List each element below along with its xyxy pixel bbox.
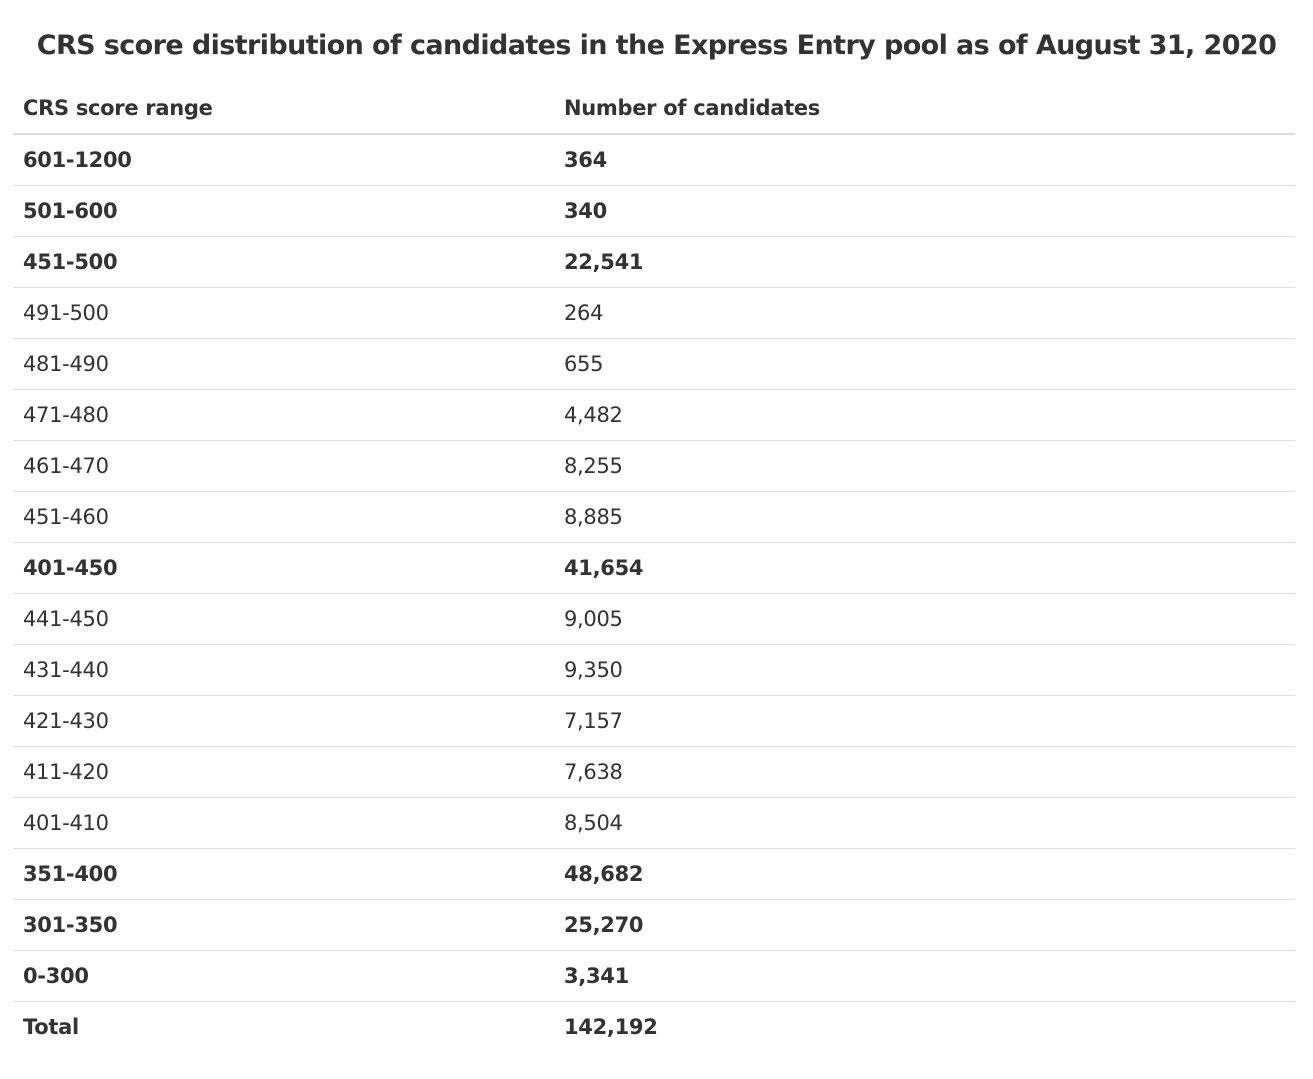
candidate-count-cell: 41,654 <box>554 541 1295 593</box>
table-row: 441-450 9,005 <box>13 592 1295 644</box>
table-row: 411-420 7,638 <box>13 745 1295 797</box>
score-range-cell: 351-400 <box>13 847 554 899</box>
score-range-cell: 401-410 <box>13 796 554 848</box>
table-row: 601-1200 364 <box>13 134 1295 185</box>
score-range-cell: 601-1200 <box>23 147 132 172</box>
table-row: 401-410 8,504 <box>13 796 1295 848</box>
candidate-count-cell: 264 <box>554 286 1295 338</box>
score-range-cell: 471-480 <box>13 388 554 440</box>
candidate-count-cell: 340 <box>554 184 1295 236</box>
table-row: 351-400 48,682 <box>13 847 1295 899</box>
table-row: 481-490 655 <box>13 337 1295 389</box>
header-number-of-candidates: Number of candidates <box>554 82 1295 135</box>
candidate-count-cell: 4,482 <box>554 388 1295 440</box>
candidate-count-cell: 9,005 <box>554 592 1295 644</box>
candidate-count-cell: 655 <box>554 337 1295 389</box>
score-range-cell: 0-300 <box>13 949 554 1001</box>
candidate-count-cell: 7,638 <box>554 745 1295 797</box>
table-row: 301-350 25,270 <box>13 898 1295 950</box>
candidate-count-cell: 8,255 <box>554 439 1295 491</box>
score-range-cell: 451-500 <box>13 235 554 287</box>
score-range-cell: 501-600 <box>13 184 554 236</box>
table-row: 431-440 9,350 <box>13 643 1295 695</box>
table-body: 601-1200 364 501-600 340 451-500 22,541 491… <box>13 134 1295 1052</box>
candidate-count-cell: 7,157 <box>554 694 1295 746</box>
score-range-cell: 431-440 <box>13 643 554 695</box>
candidate-count-cell: 3,341 <box>554 949 1295 1001</box>
table-row: 491-500 264 <box>13 286 1295 338</box>
candidate-count-cell: 25,270 <box>554 898 1295 950</box>
table-row: 451-500 22,541 <box>13 235 1295 287</box>
score-range-cell: 411-420 <box>13 745 554 797</box>
header-crs-score-range: CRS score range <box>13 82 554 135</box>
candidate-count-cell: 22,541 <box>554 235 1295 287</box>
score-range-cell: 421-430 <box>13 694 554 746</box>
candidate-count-cell: 8,885 <box>554 490 1295 542</box>
crs-distribution-table: CRS score range Number of candidates 601… <box>13 82 1295 1052</box>
total-count-cell: 142,192 <box>554 1000 1295 1052</box>
score-range-cell: 301-350 <box>13 898 554 950</box>
candidate-count-cell: 48,682 <box>554 847 1295 899</box>
score-range-cell: 401-450 <box>13 541 554 593</box>
score-range-cell: 481-490 <box>13 337 554 389</box>
table-row: 501-600 340 <box>13 184 1295 236</box>
table-row: 421-430 7,157 <box>13 694 1295 746</box>
total-label-cell: Total <box>13 1000 554 1052</box>
candidate-count-cell: 9,350 <box>554 643 1295 695</box>
total-row: Total 142,192 <box>13 1000 1295 1052</box>
score-range-cell: 491-500 <box>13 286 554 338</box>
score-range-cell: 451-460 <box>13 490 554 542</box>
table-row: 401-450 41,654 <box>13 541 1295 593</box>
score-range-cell: 441-450 <box>13 592 554 644</box>
score-range-cell: 461-470 <box>13 439 554 491</box>
candidate-count-cell: 364 <box>564 147 607 172</box>
table-row: 451-460 8,885 <box>13 490 1295 542</box>
table-row: 461-470 8,255 <box>13 439 1295 491</box>
table-header-row: CRS score range Number of candidates <box>13 82 1295 135</box>
table-row: 0-300 3,341 <box>13 949 1295 1001</box>
candidate-count-cell: 8,504 <box>554 796 1295 848</box>
table-row: 471-480 4,482 <box>13 388 1295 440</box>
table-title: CRS score distribution of candidates in … <box>36 30 1277 61</box>
